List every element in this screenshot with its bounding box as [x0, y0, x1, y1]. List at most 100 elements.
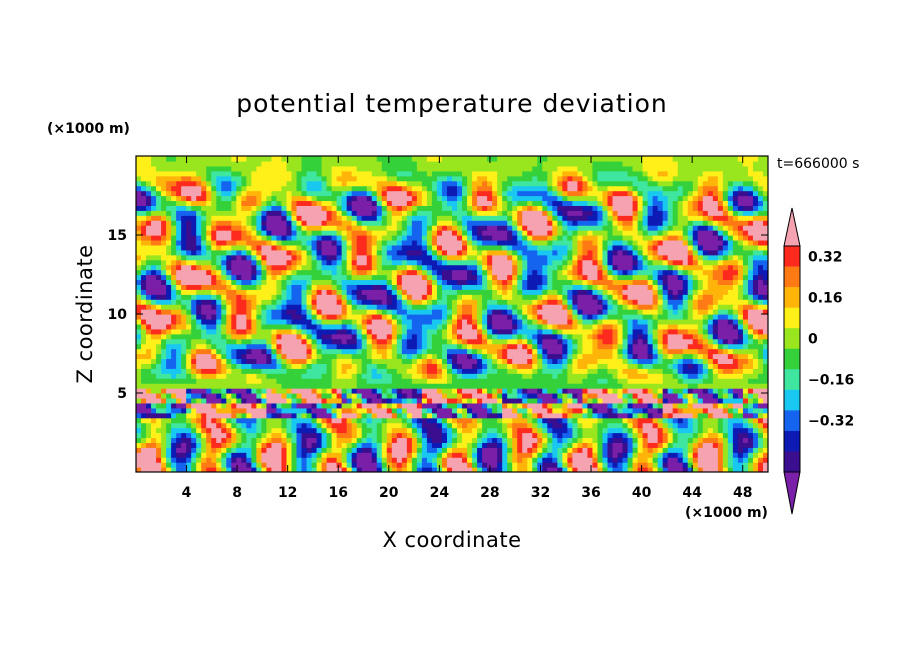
heatmap-cell	[687, 358, 694, 364]
heatmap-cell	[727, 343, 734, 350]
heatmap-cell	[562, 304, 568, 310]
heatmap-cell	[742, 407, 749, 414]
heatmap-cell	[467, 363, 473, 369]
heatmap-cell	[587, 407, 594, 414]
heatmap-cell	[186, 328, 192, 335]
heatmap-cell	[752, 309, 759, 315]
heatmap-cell	[246, 442, 252, 448]
heatmap-cell	[592, 388, 599, 394]
heatmap-cell	[231, 373, 237, 379]
heatmap-cell	[682, 343, 689, 350]
heatmap-cell	[712, 363, 719, 369]
heatmap-cell	[251, 318, 257, 325]
heatmap-cell	[472, 348, 478, 355]
heatmap-cell	[462, 353, 468, 360]
heatmap-cell	[522, 274, 528, 281]
heatmap-cell	[657, 402, 664, 409]
heatmap-cell	[416, 279, 423, 285]
heatmap-cell	[712, 393, 719, 399]
heatmap-cell	[341, 284, 348, 290]
heatmap-cell	[732, 289, 739, 295]
heatmap-cell	[341, 397, 348, 404]
heatmap-cell	[512, 323, 518, 330]
heatmap-cell	[462, 437, 468, 443]
heatmap-cell	[552, 407, 558, 414]
heatmap-cell	[577, 348, 584, 355]
heatmap-cell	[672, 333, 679, 340]
heatmap-cell	[752, 402, 759, 409]
heatmap-cell	[702, 412, 709, 419]
heatmap-cell	[747, 402, 754, 409]
heatmap-cell	[467, 274, 473, 281]
heatmap-cell	[416, 358, 423, 364]
heatmap-cell	[241, 467, 247, 472]
heatmap-cell	[166, 412, 172, 419]
heatmap-cell	[441, 417, 448, 424]
heatmap-cell	[286, 412, 293, 419]
heatmap-cell	[572, 417, 578, 424]
heatmap-cell	[572, 284, 578, 290]
heatmap-cell	[331, 309, 338, 315]
heatmap-cell	[552, 318, 558, 325]
heatmap-cell	[186, 417, 192, 424]
heatmap-cell	[482, 363, 488, 369]
heatmap-cell	[702, 388, 709, 394]
heatmap-cell	[637, 353, 644, 360]
heatmap-cell	[507, 353, 513, 360]
heatmap-cell	[622, 442, 629, 448]
heatmap-cell	[732, 407, 739, 414]
heatmap-cell	[572, 462, 578, 468]
heatmap-cell	[687, 457, 694, 463]
heatmap-cell	[166, 318, 172, 325]
heatmap-cell	[682, 309, 689, 315]
heatmap-cell	[306, 402, 313, 409]
heatmap-cell	[502, 393, 508, 399]
heatmap-cell	[497, 368, 503, 374]
heatmap-cell	[276, 432, 283, 439]
heatmap-cell	[587, 294, 594, 300]
heatmap-cell	[426, 323, 433, 330]
heatmap-cell	[487, 348, 493, 355]
heatmap-cell	[216, 373, 222, 379]
heatmap-cell	[411, 447, 418, 453]
heatmap-cell	[592, 289, 599, 295]
heatmap-cell	[572, 299, 578, 305]
heatmap-cell	[637, 452, 644, 458]
heatmap-cell	[732, 348, 739, 355]
heatmap-cell	[452, 402, 458, 409]
heatmap-cell	[517, 397, 523, 404]
heatmap-cell	[507, 343, 513, 350]
heatmap-cell	[682, 294, 689, 300]
heatmap-cell	[166, 289, 172, 295]
heatmap-cell	[366, 353, 373, 360]
heatmap-cell	[642, 353, 649, 360]
heatmap-cell	[502, 284, 508, 290]
heatmap-cell	[166, 343, 172, 350]
heatmap-cell	[742, 422, 749, 429]
heatmap-cell	[181, 299, 187, 305]
heatmap-cell	[512, 314, 518, 320]
heatmap-cell	[256, 427, 262, 434]
heatmap-cell	[712, 457, 719, 463]
heatmap-cell	[642, 457, 649, 463]
heatmap-cell	[657, 397, 664, 404]
heatmap-cell	[537, 323, 543, 330]
heatmap-cell	[161, 378, 167, 384]
heatmap-cell	[301, 343, 308, 350]
heatmap-cell	[156, 333, 162, 340]
heatmap-cell	[446, 442, 453, 448]
heatmap-cell	[316, 314, 323, 320]
heatmap-cell	[527, 393, 533, 399]
heatmap-cell	[386, 348, 393, 355]
heatmap-cell	[732, 397, 739, 404]
heatmap-cell	[707, 378, 714, 384]
heatmap-cell	[151, 294, 157, 300]
heatmap-cell	[457, 422, 463, 429]
heatmap-cell	[346, 393, 353, 399]
heatmap-cell	[381, 279, 388, 285]
heatmap-cell	[617, 333, 624, 340]
heatmap-cell	[411, 467, 418, 472]
heatmap-cell	[346, 388, 353, 394]
heatmap-cell	[231, 294, 237, 300]
heatmap-cell	[687, 314, 694, 320]
